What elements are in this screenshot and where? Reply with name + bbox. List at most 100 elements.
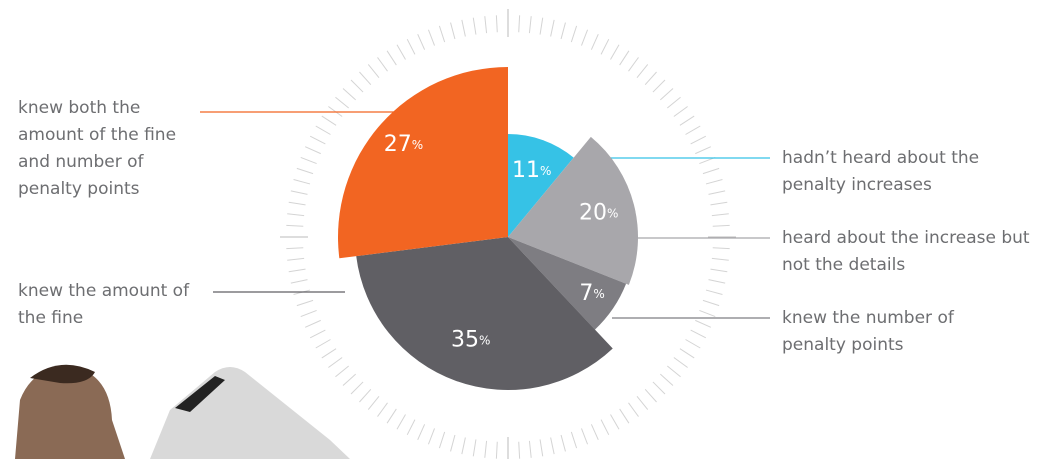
ring-tick — [560, 434, 566, 452]
ring-tick — [342, 88, 356, 101]
ring-tick — [644, 389, 657, 403]
pie-slice — [508, 237, 627, 330]
ring-tick — [528, 16, 532, 34]
ring-tick — [528, 440, 532, 458]
category-label: knew the amount of the fine — [18, 281, 190, 328]
ring-tick — [628, 57, 639, 72]
ring-tick — [288, 268, 306, 273]
pie-slice — [356, 237, 613, 390]
ring-tick — [417, 33, 426, 50]
ring-tick — [610, 44, 620, 60]
ring-tick — [712, 224, 730, 227]
ring-tick — [702, 299, 720, 307]
ring-tick — [450, 434, 456, 452]
ring-tick — [296, 167, 314, 175]
ring-tick — [309, 135, 326, 145]
ring-tick — [660, 88, 674, 101]
ring-tick — [367, 64, 380, 78]
ring-tick — [472, 17, 477, 35]
ring-tick — [699, 309, 716, 318]
ring-tick — [377, 402, 388, 417]
ring-tick — [472, 439, 477, 457]
value-label: 27% — [384, 132, 423, 157]
ring-tick — [287, 257, 305, 261]
ring-tick — [560, 22, 566, 40]
ring-tick — [450, 22, 456, 40]
ring-tick — [590, 33, 599, 50]
ring-tick — [610, 414, 620, 430]
category-label: knew the number of penalty points — [782, 308, 954, 355]
ring-tick — [290, 190, 308, 195]
ring-tick — [286, 247, 304, 250]
ring-tick — [695, 319, 712, 328]
ring-tick — [342, 373, 356, 386]
ring-tick — [417, 424, 426, 441]
ring-tick — [619, 50, 630, 66]
ring-tick — [667, 96, 681, 109]
value-label: 20% — [579, 201, 618, 226]
ring-tick — [679, 115, 695, 126]
ring-tick — [695, 146, 712, 155]
ring-tick — [461, 437, 466, 455]
category-label: heard about the increase but not the det… — [782, 228, 1030, 275]
ring-tick — [300, 156, 317, 165]
ring-tick — [570, 431, 578, 449]
ring-tick — [350, 381, 364, 395]
ring-tick — [673, 106, 688, 117]
ring-tick — [304, 319, 321, 328]
ring-tick — [600, 38, 610, 55]
ring-tick — [495, 15, 498, 33]
ring-tick — [711, 213, 729, 217]
ring-tick — [570, 25, 578, 43]
ring-tick — [287, 213, 305, 217]
ring-tick — [580, 428, 589, 445]
photo — [15, 364, 350, 459]
ring-tick — [708, 190, 726, 195]
ring-tick — [712, 247, 730, 250]
ring-tick — [406, 38, 416, 55]
value-label: 7% — [579, 281, 604, 306]
ring-tick — [427, 428, 436, 445]
ring-tick — [660, 373, 674, 386]
value-label: 11% — [512, 158, 551, 183]
ring-tick — [321, 348, 337, 359]
ring-tick — [705, 179, 723, 185]
ring-tick — [315, 125, 331, 135]
ring-tick — [350, 79, 364, 93]
ring-tick — [293, 179, 311, 185]
ring-tick — [673, 357, 688, 368]
ring-tick — [600, 419, 610, 436]
ring-tick — [377, 57, 388, 72]
ring-tick — [652, 79, 666, 93]
ring-tick — [636, 396, 649, 410]
ring-tick — [711, 257, 729, 261]
ring-tick — [590, 424, 599, 441]
ring-tick — [427, 29, 436, 46]
ring-tick — [644, 71, 657, 85]
ring-tick — [321, 115, 337, 126]
category-label: knew both the amount of the fine and num… — [18, 98, 177, 199]
ring-tick — [335, 365, 349, 378]
ring-tick — [359, 71, 372, 85]
ring-tick — [702, 167, 720, 175]
ring-tick — [396, 44, 406, 60]
ring-tick — [335, 96, 349, 109]
ring-tick — [406, 419, 416, 436]
ring-tick — [690, 329, 707, 339]
ring-tick — [300, 309, 317, 318]
ring-tick — [550, 19, 555, 37]
ring-tick — [438, 25, 446, 43]
ring-tick — [518, 441, 521, 459]
value-label: 35% — [451, 328, 490, 353]
ring-tick — [304, 146, 321, 155]
ring-tick — [690, 135, 707, 145]
ring-tick — [539, 439, 544, 457]
ring-tick — [710, 268, 728, 273]
ring-tick — [495, 441, 498, 459]
ring-tick — [296, 299, 314, 307]
ring-tick — [438, 431, 446, 449]
ring-tick — [619, 408, 630, 424]
ring-tick — [550, 437, 555, 455]
